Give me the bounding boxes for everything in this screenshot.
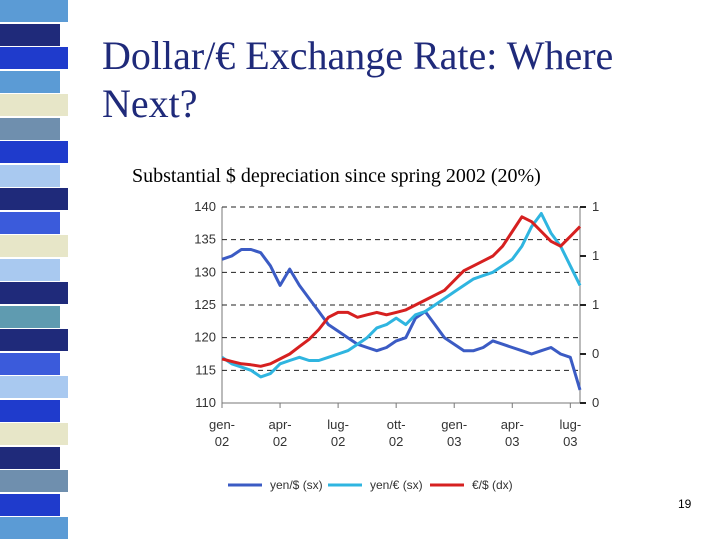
left-tick-label: 135 <box>194 232 216 247</box>
strip-block <box>0 446 60 469</box>
strip-block <box>0 329 68 351</box>
strip-block <box>0 70 60 93</box>
series-line-2 <box>221 215 582 368</box>
strip-block <box>0 0 68 22</box>
left-tick-label: 110 <box>195 395 216 410</box>
legend-label: yen/$ (sx) <box>270 478 323 492</box>
legend-label: yen/€ (sx) <box>370 478 423 492</box>
slide-title: Dollar/€ Exchange Rate: Where Next? <box>102 33 614 126</box>
series-lines <box>221 212 582 391</box>
right-tick-label: 1 <box>592 297 599 312</box>
left-tick-label: 140 <box>194 199 216 214</box>
strip-block <box>0 47 68 69</box>
left-tick-label: 125 <box>194 297 216 312</box>
strip-block <box>0 235 68 257</box>
legend-label: €/$ (dx) <box>472 478 513 492</box>
strip-block <box>0 94 68 116</box>
grid-lines <box>221 206 581 404</box>
strip-block <box>0 517 68 539</box>
legend: yen/$ (sx) yen/€ (sx) €/$ (dx) <box>228 478 513 492</box>
x-axis-ticks: gen-02 apr-02 lug-02 ott-02 gen-03 apr-03 lug-… <box>209 403 581 449</box>
strip-block <box>0 188 68 210</box>
x-tick-label: gen-03 <box>441 417 467 449</box>
right-tick-label: 0,8 <box>592 395 600 410</box>
strip-block <box>0 282 68 304</box>
strip-block <box>0 376 68 398</box>
strip-block <box>0 470 68 492</box>
strip-block <box>0 258 60 281</box>
left-tick-label: 115 <box>195 362 216 377</box>
series-line-0 <box>221 248 582 391</box>
strip-block <box>0 493 60 516</box>
right-axis: 1,2 1,1 1 0,9 0,8 <box>580 199 600 410</box>
x-tick-label: apr-03 <box>501 417 524 449</box>
right-tick-label: 1,2 <box>592 199 600 214</box>
x-tick-label: gen-02 <box>209 417 235 449</box>
decorative-strip <box>0 0 68 540</box>
x-tick-label: lug-02 <box>327 417 349 449</box>
strip-block <box>0 399 60 422</box>
strip-block <box>0 23 60 46</box>
x-tick-label: ott-02 <box>387 417 406 449</box>
left-tick-label: 130 <box>194 264 216 279</box>
left-axis: 140 135 130 125 120 115 110 <box>194 199 216 410</box>
bullet-text: Substantial $ depreciation since spring … <box>132 165 541 187</box>
strip-block <box>0 423 68 445</box>
x-tick-label: lug-03 <box>559 417 581 449</box>
left-tick-label: 120 <box>194 330 216 345</box>
right-tick-label: 0,9 <box>592 346 600 361</box>
x-tick-label: apr-02 <box>268 417 291 449</box>
exchange-rate-chart: gen-02 apr-02 lug-02 ott-02 gen-03 apr-03 lug-… <box>194 199 600 492</box>
right-tick-label: 1,1 <box>592 248 600 263</box>
series-line-1 <box>221 212 582 379</box>
strip-block <box>0 117 60 140</box>
strip-block <box>0 352 60 375</box>
strip-block <box>0 211 60 234</box>
strip-block <box>0 141 68 163</box>
page-number: 19 <box>678 497 692 511</box>
strip-block <box>0 305 60 328</box>
strip-block <box>0 164 60 187</box>
